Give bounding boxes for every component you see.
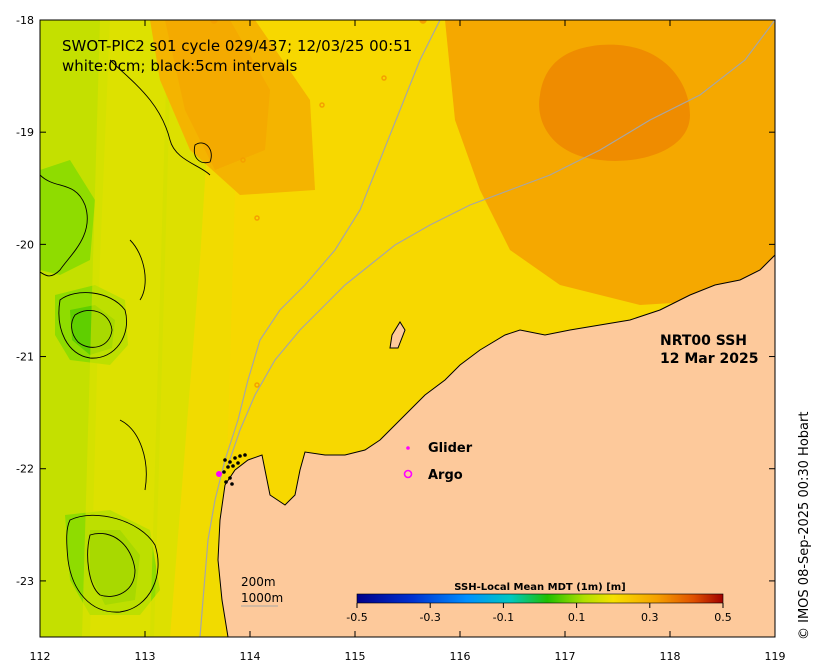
x-tick-label: 112 [30, 650, 51, 663]
glider-track [222, 453, 247, 486]
barrow-island [389, 321, 406, 349]
swot-swath-left [82, 20, 168, 637]
x-tick-label: 118 [660, 650, 681, 663]
y-tick-label: -19 [16, 126, 34, 139]
y-tick-label: -20 [16, 238, 34, 251]
colorbar-tick-label: -0.1 [493, 611, 514, 624]
x-tick-label: 115 [345, 650, 366, 663]
isobath-1000m-label: 1000m [241, 591, 283, 605]
plot-frame [39, 19, 776, 638]
colorbar-tick-label: 0.1 [568, 611, 586, 624]
y-tick-label: -21 [16, 351, 34, 364]
product-name: NRT00 SSH [660, 333, 747, 349]
anticyclonic-eddy [445, 20, 775, 305]
argo-legend-marker [403, 469, 413, 479]
x-axis: 112 113 114 115 116 117 118 119 [30, 20, 786, 663]
y-tick-label: -18 [16, 14, 34, 27]
contour-legend-text: white:0cm; black:5cm intervals [62, 57, 298, 75]
map-field [40, 20, 775, 637]
isobath-200m-label: 200m [241, 575, 276, 589]
colorbar-tick-label: 0.5 [714, 611, 732, 624]
glider-legend-marker [406, 446, 410, 450]
glider-legend-label: Glider [428, 441, 473, 456]
colorbar-tick-label: -0.3 [419, 611, 440, 624]
colorbar [356, 593, 724, 604]
y-tick-label: -22 [16, 463, 34, 476]
product-date: 12 Mar 2025 [660, 351, 758, 367]
ssh-contours-5cm [40, 59, 212, 613]
x-tick-label: 116 [450, 650, 471, 663]
colorbar-title: SSH-Local Mean MDT (1m) [m] [454, 582, 626, 593]
isobath-1000m [199, 20, 441, 637]
green-patch-north [40, 160, 95, 275]
map-title: SWOT-PIC2 s01 cycle 029/437; 12/03/25 00… [62, 37, 412, 55]
copyright-notice: © IMOS 08-Sep-2025 00:30 Hobart [797, 411, 812, 640]
x-tick-label: 117 [555, 650, 576, 663]
glider-current-position [216, 471, 222, 477]
colorbar-tick-label: 0.3 [641, 611, 659, 624]
isobath-200m [227, 20, 775, 466]
eddy-core [539, 44, 690, 161]
colorbar-tick-label: -0.5 [346, 611, 367, 624]
y-tick-label: -23 [16, 575, 34, 588]
argo-legend-label: Argo [428, 468, 463, 483]
x-tick-label: 114 [240, 650, 261, 663]
x-tick-label: 113 [135, 650, 156, 663]
argo-floats [210, 20, 427, 388]
y-axis: -18 -19 -20 -21 -22 -23 [16, 14, 775, 588]
colorbar-ticks: -0.5 -0.3 -0.1 0.1 0.3 0.5 [346, 603, 732, 624]
x-tick-label: 119 [765, 650, 786, 663]
